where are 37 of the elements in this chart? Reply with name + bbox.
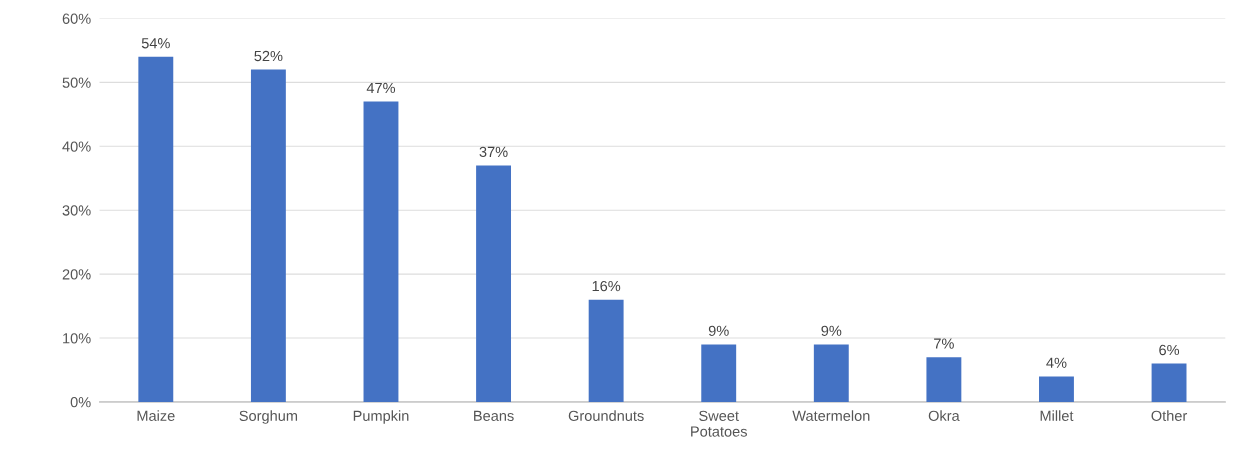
bar: [701, 344, 737, 402]
bar: [250, 69, 286, 402]
x-tick-label: Sorghum: [239, 410, 298, 424]
x-tick-label: Groundnuts: [568, 410, 644, 421]
bar: [138, 56, 174, 402]
data-label: 6%: [1159, 344, 1180, 356]
y-tick-label: 40%: [62, 141, 91, 152]
y-tick-label: 0%: [70, 397, 91, 408]
y-tick-label: 10%: [63, 333, 91, 344]
x-tick-label: Millet: [1040, 410, 1074, 421]
data-label: 7%: [934, 338, 954, 349]
x-tick-label: Sweet Potatoes: [691, 410, 747, 437]
x-tick-label: Beans: [474, 410, 514, 421]
data-label: 9%: [821, 325, 842, 336]
data-label: 9%: [708, 325, 729, 336]
bar: [1039, 376, 1074, 402]
bar: [476, 165, 512, 402]
x-tick-label: Maize: [137, 410, 175, 421]
data-label: 47%: [366, 82, 396, 94]
x-tick-label: Watermelon: [792, 410, 870, 421]
data-label: 54%: [141, 38, 170, 49]
x-tick-label: Okra: [928, 410, 960, 421]
x-tick-label: Other: [1151, 410, 1188, 421]
y-tick-label: 20%: [62, 269, 91, 280]
data-label: 4%: [1046, 357, 1067, 368]
bar: [1151, 363, 1187, 402]
y-tick-label: 50%: [62, 77, 91, 88]
bar: [588, 299, 624, 402]
bar: [926, 357, 962, 402]
data-label: 37%: [479, 146, 508, 158]
data-label: 52%: [254, 50, 283, 62]
data-label: 16%: [592, 280, 621, 292]
bar: [813, 344, 849, 402]
y-tick-label: 30%: [62, 205, 91, 216]
x-tick-label: Pumpkin: [353, 410, 409, 424]
y-tick-label: 60%: [62, 13, 91, 24]
bar: [363, 101, 399, 402]
